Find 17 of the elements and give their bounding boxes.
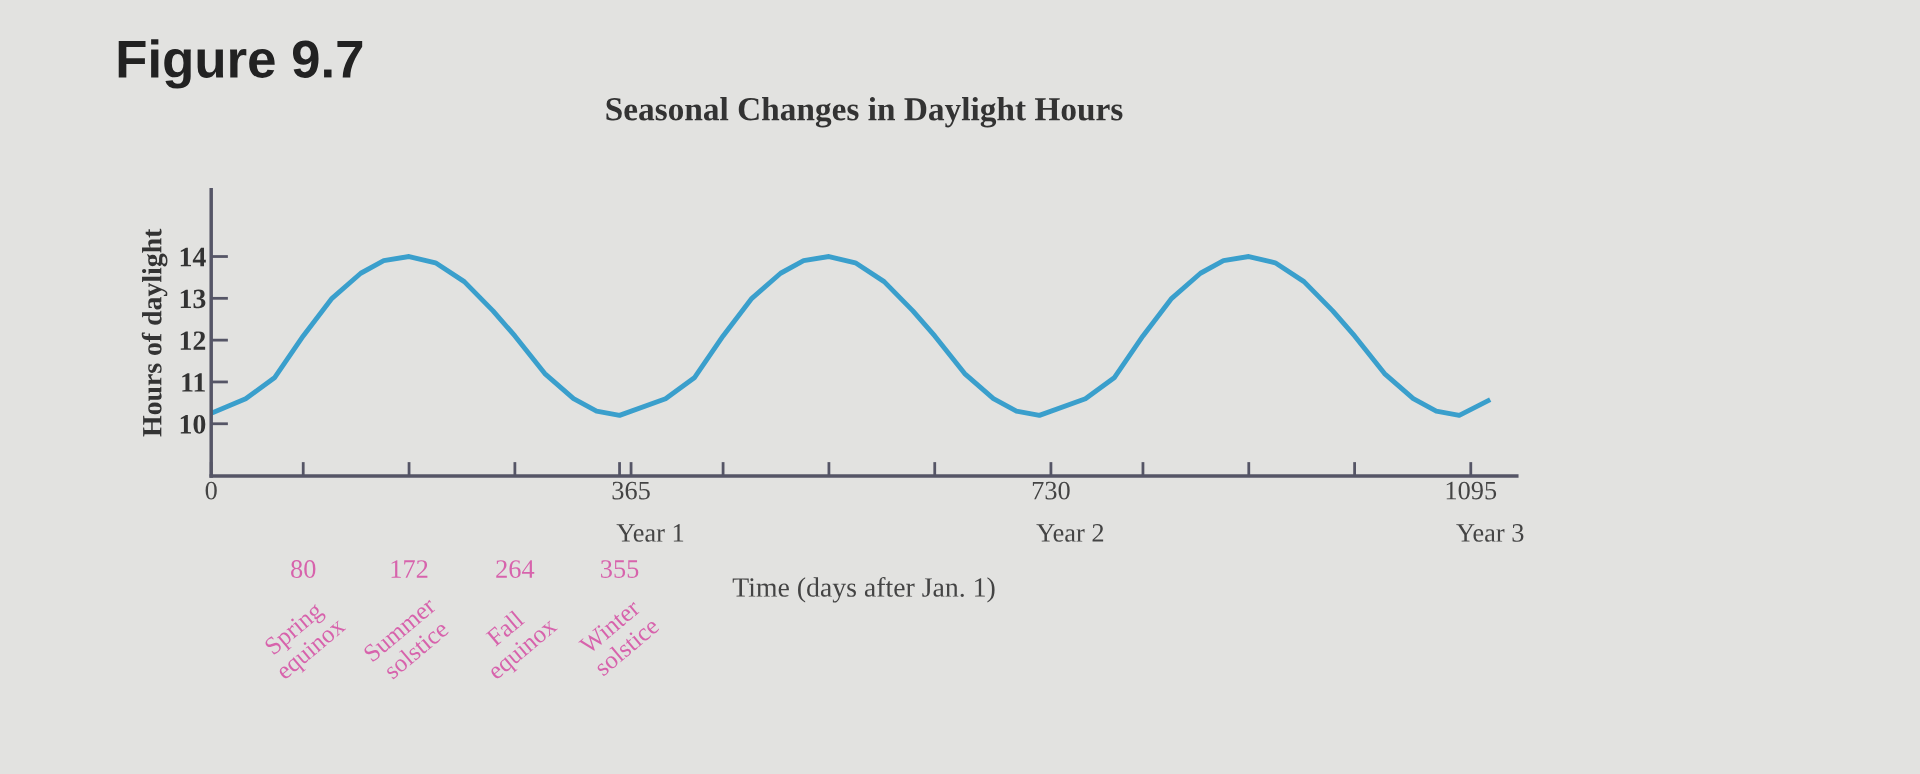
x-tick-label: 365 [612, 481, 650, 500]
x-tick-label: 0 [205, 481, 217, 500]
y-tick-label: 12 [180, 331, 206, 350]
chart-title: Figure 9.7 [118, 39, 363, 89]
text: Year 3 [1456, 524, 1524, 542]
chart-subtitle: Seasonal Changes in Daylight Hours [606, 97, 1123, 128]
x-axis-title: Time (days after Jan. 1) [732, 577, 995, 603]
y-tick-label: 13 [180, 289, 206, 309]
text: Year 2 [1036, 524, 1104, 542]
x-tick-label: 730 [1032, 481, 1070, 500]
y-tick-label: 10 [180, 414, 206, 434]
line-series [211, 254, 1491, 418]
y-axis-title: Hours of daylight [141, 228, 168, 437]
x-tick-label: 1095 [1446, 481, 1497, 500]
y-tick-label: 14 [180, 247, 206, 267]
y-tick-label: 11 [182, 373, 205, 392]
text: Year 1 [616, 524, 684, 542]
